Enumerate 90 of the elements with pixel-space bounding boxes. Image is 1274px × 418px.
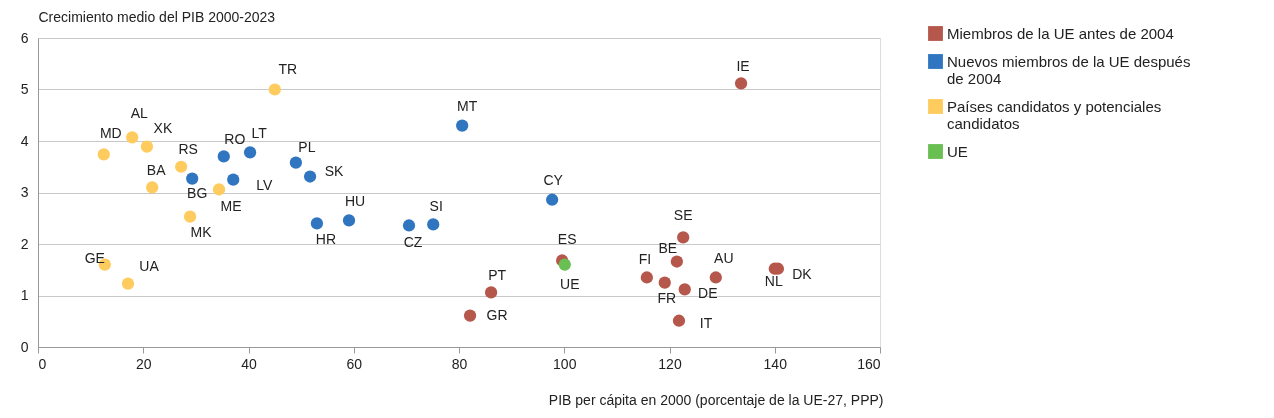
annotation: HU	[344, 193, 366, 210]
point	[97, 148, 110, 161]
point	[268, 83, 281, 96]
point	[342, 214, 356, 227]
annotation: MK	[190, 223, 213, 240]
annotation: CY	[543, 171, 564, 188]
annotation: LT	[251, 125, 268, 142]
y-tick-label: 5	[20, 81, 29, 97]
y-tick-label: 6	[20, 29, 29, 46]
annotation: XK	[153, 119, 173, 136]
x-tick-label: 160	[857, 355, 881, 372]
point	[640, 271, 653, 284]
point	[456, 119, 469, 132]
annotation: ES	[557, 231, 577, 248]
x-tick-label: 20	[135, 355, 152, 372]
annotation: UE	[560, 275, 580, 292]
y-tick-label: 2	[20, 235, 29, 252]
annotation: LV	[256, 176, 273, 193]
annotation: ME	[220, 198, 242, 215]
annotation: IE	[736, 58, 750, 75]
point	[186, 172, 199, 185]
x-tick-label: 0	[38, 355, 47, 372]
annotation: BA	[146, 162, 167, 179]
annotation: RS	[178, 140, 198, 157]
annotation: CZ	[403, 234, 423, 251]
point	[243, 146, 257, 159]
annotation: BE	[658, 239, 678, 256]
point	[672, 314, 686, 327]
annotation: PT	[488, 267, 507, 284]
annotation: DK	[792, 265, 813, 282]
point	[126, 131, 139, 144]
x-tick-label: 60	[346, 355, 363, 372]
annotation: PL	[298, 138, 316, 155]
annotation: BG	[187, 184, 208, 201]
point	[140, 140, 154, 153]
point	[546, 193, 559, 206]
annotation: MD	[99, 125, 122, 142]
legend-label: Nuevos miembros de la UE después de 2004	[947, 52, 1191, 87]
point	[175, 160, 188, 173]
y-axis-title: Crecimiento medio del PIB 2000-2023	[38, 8, 276, 25]
annotation: HR	[315, 231, 337, 248]
point	[658, 276, 671, 289]
annotation: IT	[699, 314, 713, 331]
point	[670, 255, 683, 268]
annotation: SE	[673, 207, 693, 224]
annotation: TR	[278, 60, 298, 77]
annotation: AU	[714, 250, 734, 267]
annotation: SI	[429, 198, 443, 215]
point	[677, 231, 690, 244]
point	[310, 217, 324, 230]
point	[558, 258, 571, 271]
annotation: DE	[698, 285, 718, 302]
x-tick-label: 120	[658, 355, 682, 372]
annotation: FI	[638, 251, 652, 268]
point	[463, 309, 477, 322]
point	[183, 210, 197, 223]
annotation: MT	[457, 97, 478, 114]
point	[212, 183, 226, 196]
point	[303, 170, 317, 183]
point	[678, 283, 691, 296]
point	[709, 271, 722, 284]
x-tick-label: 140	[763, 355, 788, 372]
annotation: RO	[224, 131, 246, 148]
x-tick-label: 40	[241, 355, 257, 372]
annotation: UA	[139, 257, 160, 274]
x-tick-label: 80	[451, 355, 468, 372]
point	[146, 181, 159, 194]
y-tick-label: 3	[20, 184, 29, 200]
y-tick-label: 1	[20, 287, 29, 303]
point	[217, 150, 230, 163]
annotation: NL	[764, 272, 783, 289]
point	[402, 219, 416, 232]
point	[227, 173, 240, 186]
annotation: GR	[486, 306, 508, 323]
point	[121, 277, 135, 290]
legend-label: UE	[947, 142, 968, 160]
y-tick-label: 4	[20, 132, 29, 149]
point	[427, 218, 440, 231]
annotation: GE	[84, 249, 105, 266]
x-tick-label: 100	[553, 355, 577, 372]
legend-label: Miembros de la UE antes de 2004	[947, 24, 1174, 42]
point	[734, 77, 748, 90]
legend-label: Países candidatos y potenciales candidatos	[947, 97, 1162, 132]
annotation: FR	[657, 289, 677, 306]
annotation: AL	[130, 105, 148, 122]
point	[289, 156, 302, 169]
y-tick-label: 0	[20, 338, 29, 355]
annotation: SK	[324, 162, 345, 179]
point	[484, 286, 498, 299]
x-axis-title: PIB per cápita en 2000 (porcentaje de la UE-27, PPP)	[548, 391, 884, 408]
